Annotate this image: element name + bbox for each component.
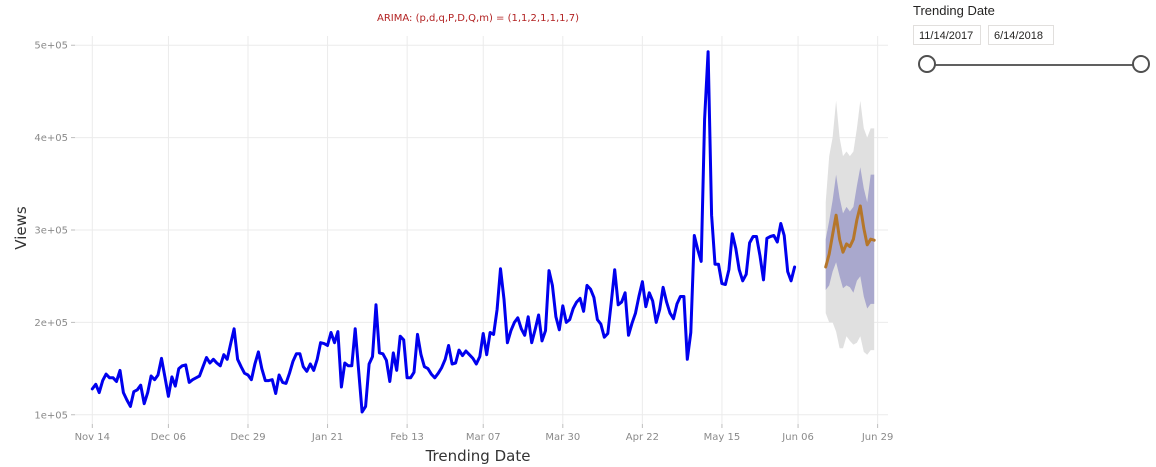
forecast-line xyxy=(824,204,876,269)
y-tick-label: 5e+05 xyxy=(34,41,68,52)
x-tick-label: Jun 06 xyxy=(781,432,814,443)
x-tick-label: Jan 21 xyxy=(311,432,343,443)
series-lines xyxy=(90,50,876,414)
x-tick-label: Mar 30 xyxy=(545,432,580,443)
y-tick-label: 1e+05 xyxy=(34,410,68,421)
x-tick-label: Jun 29 xyxy=(861,432,894,443)
x-tick-label: Nov 14 xyxy=(75,432,110,443)
y-axis-ticks: 1e+05 2e+05 3e+05 4e+05 5e+05 xyxy=(34,41,75,421)
x-tick-label: May 15 xyxy=(704,432,741,443)
start-handle[interactable] xyxy=(918,55,936,73)
trending-date-slicer: Trending Date 11/14/2017 6/14/2018 xyxy=(913,0,1156,90)
y-axis-title: Views xyxy=(12,206,30,250)
x-tick-label: Feb 13 xyxy=(390,432,424,443)
x-tick-label: Dec 06 xyxy=(151,432,186,443)
slicer-title: Trending Date xyxy=(913,3,995,18)
y-tick-label: 3e+05 xyxy=(34,226,68,237)
confidence-band-80 xyxy=(825,167,875,309)
x-axis-title: Trending Date xyxy=(425,447,531,465)
end-handle[interactable] xyxy=(1132,55,1150,73)
date-range-track[interactable] xyxy=(927,64,1143,66)
x-axis-ticks: Nov 14 Dec 06 Dec 29 Jan 21 Feb 13 Mar 07 Mar … xyxy=(75,424,894,443)
start-date-input[interactable]: 11/14/2017 xyxy=(913,25,981,45)
x-tick-label: Dec 29 xyxy=(230,432,265,443)
end-date-input[interactable]: 6/14/2018 xyxy=(988,25,1054,45)
confidence-bands xyxy=(825,100,875,355)
y-tick-label: 4e+05 xyxy=(34,133,68,144)
actual-views-line xyxy=(90,50,797,414)
grid-lines xyxy=(75,36,888,424)
x-tick-label: Apr 22 xyxy=(626,432,659,443)
x-tick-label: Mar 07 xyxy=(466,432,501,443)
y-tick-label: 2e+05 xyxy=(34,318,68,329)
chart-title: ARIMA: (p,d,q,P,D,Q,m) = (1,1,2,1,1,1,7) xyxy=(377,13,579,24)
